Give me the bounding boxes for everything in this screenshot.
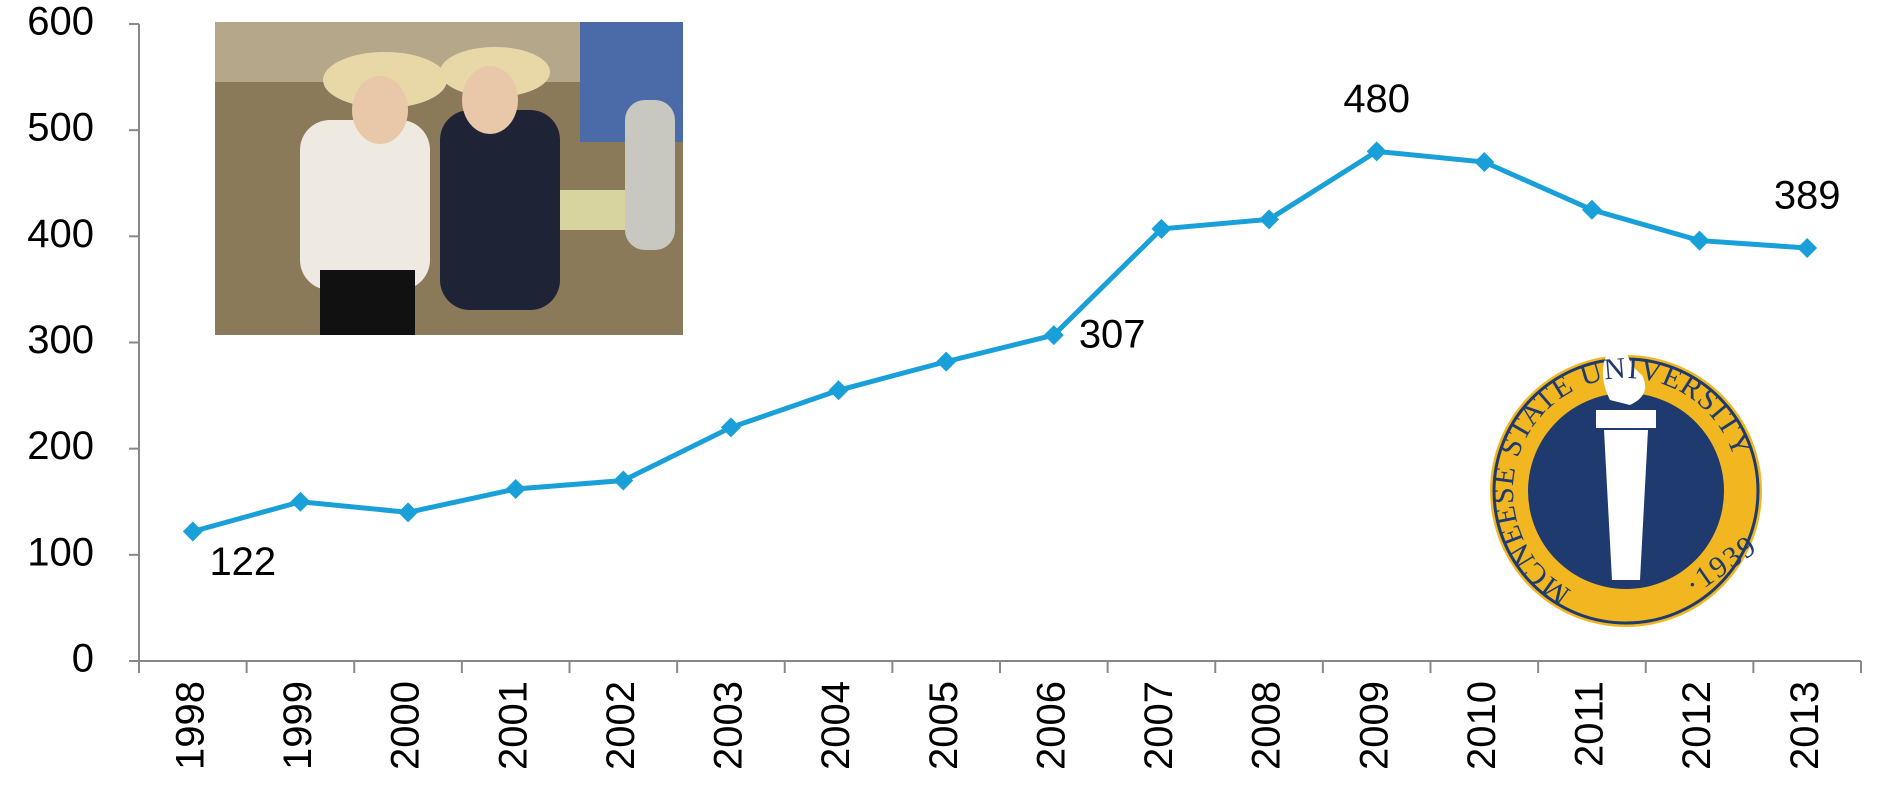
- data-label: 122: [209, 540, 276, 584]
- x-tick-label: 2011: [1568, 681, 1612, 767]
- marker: [1151, 218, 1172, 239]
- x-tick-label: 2010: [1460, 681, 1504, 770]
- x-tick-label: 2004: [814, 681, 858, 770]
- marker: [182, 521, 203, 542]
- data-label: 307: [1079, 313, 1146, 357]
- marker: [936, 351, 957, 372]
- data-label: 389: [1774, 174, 1841, 218]
- marker: [1797, 238, 1818, 259]
- marker: [828, 380, 849, 401]
- x-tick-label: 2001: [491, 681, 535, 770]
- x-tick-label: 2007: [1137, 681, 1181, 770]
- data-label: 480: [1343, 77, 1410, 121]
- marker: [1259, 209, 1280, 230]
- y-tick-label: 100: [27, 530, 94, 574]
- x-tick-label: 2013: [1783, 681, 1827, 770]
- marker: [720, 417, 741, 438]
- y-tick-label: 400: [27, 212, 94, 256]
- marker: [1474, 152, 1495, 173]
- x-tick-label: 2008: [1245, 681, 1289, 770]
- marker: [613, 470, 634, 491]
- marker: [1581, 199, 1602, 220]
- y-tick-label: 200: [27, 424, 94, 468]
- x-tick-label: 2005: [922, 681, 966, 770]
- y-tick-label: 0: [72, 637, 94, 681]
- photo: [215, 22, 683, 335]
- y-tick-label: 300: [27, 318, 94, 362]
- marker: [1689, 230, 1710, 251]
- x-tick-label: 2002: [599, 681, 643, 770]
- x-tick-label: 2000: [384, 681, 428, 770]
- line: [192, 148, 1808, 534]
- y-tick-label: 600: [27, 0, 94, 44]
- marker: [505, 479, 526, 500]
- x-tick-label: 2006: [1029, 681, 1073, 770]
- logo: MCNEESE STATE UNIVERSITY ·1939: [1487, 330, 1763, 627]
- marker: [1043, 325, 1064, 346]
- x-tick-label: 1999: [276, 681, 320, 770]
- x-tick-label: 2009: [1352, 681, 1396, 770]
- marker: [398, 502, 419, 523]
- y-tick-label: 500: [27, 106, 94, 150]
- x-tick-label: 2012: [1675, 681, 1719, 770]
- x-tick-label: 1998: [168, 681, 212, 770]
- marker: [1366, 141, 1387, 162]
- x-tick-label: 2003: [707, 681, 751, 770]
- marker: [290, 491, 311, 512]
